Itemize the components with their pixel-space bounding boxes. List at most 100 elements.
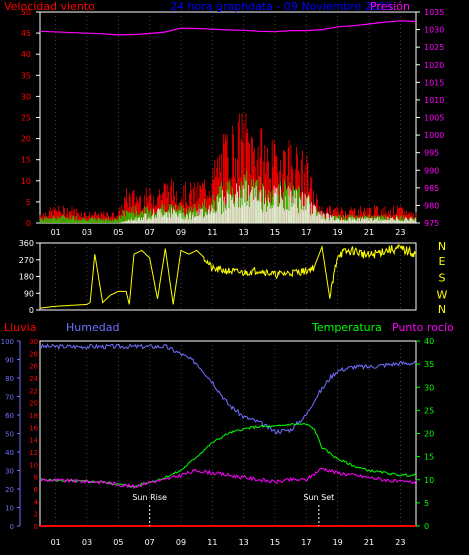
compass-label: N (438, 303, 446, 316)
hour-label: 01 (51, 538, 61, 547)
dewpoint-series (39, 467, 417, 489)
temperature-tick-label: 25 (424, 406, 434, 415)
direction-tick-label: 90 (24, 289, 34, 298)
temp-humidity-series (39, 343, 417, 527)
pressure-tick-label: 995 (424, 149, 439, 158)
hour-label: 09 (176, 538, 186, 547)
compass-label: S (439, 272, 446, 285)
hour-label: 19 (333, 228, 343, 237)
humidity-tick-label: 100 (1, 338, 14, 346)
wind-tick-label: 35 (21, 71, 31, 80)
sunset-label: Sun Set (303, 493, 334, 502)
compass-label: W (437, 288, 448, 301)
temperature-tick-label: 15 (424, 453, 434, 462)
wind-speed-series (118, 180, 417, 223)
humidity-tick-label: 80 (5, 375, 14, 383)
temperature-title: Temperatura (311, 321, 382, 334)
humidity-series (39, 343, 417, 435)
humidity-tick-label: 20 (5, 486, 14, 494)
wind-tick-label: 50 (21, 8, 31, 17)
hour-label: 23 (395, 538, 405, 547)
hour-label: 13 (239, 228, 249, 237)
humidity-tick-label: 40 (5, 449, 14, 457)
rain-tick-label: 28 (29, 350, 38, 358)
sunrise-label: Sun Rise (132, 493, 167, 502)
wind-tick-label: 5 (26, 198, 31, 207)
rain-tick-label: 18 (29, 412, 38, 420)
hour-label: 09 (176, 228, 186, 237)
hour-label: 15 (270, 228, 280, 237)
wind-tick-label: 30 (21, 92, 31, 101)
hour-label: 05 (113, 538, 123, 547)
pressure-tick-label: 1030 (424, 26, 444, 35)
pressure-tick-label: 975 (424, 219, 439, 228)
hour-label: 11 (207, 228, 217, 237)
temperature-tick-label: 0 (424, 522, 429, 531)
pressure-tick-label: 985 (424, 184, 439, 193)
temperature-series (39, 422, 417, 488)
rain-tick-label: 8 (34, 474, 38, 482)
wind-tick-label: 20 (21, 135, 31, 144)
temperature-tick-label: 20 (424, 430, 434, 439)
temperature-tick-label: 35 (424, 360, 434, 369)
humidity-tick-label: 60 (5, 412, 14, 420)
humidity-tick-label: 70 (5, 394, 14, 402)
wind-tick-label: 0 (26, 219, 31, 228)
hour-label: 23 (395, 228, 405, 237)
rain-tick-label: 24 (29, 375, 38, 383)
direction-tick-label: 180 (19, 273, 34, 282)
hour-label: 21 (364, 538, 374, 547)
bottom-x-axis: 01 03 05 07 09 11 13 15 17 19 21 23 (51, 341, 405, 547)
rain-tick-label: 26 (29, 363, 38, 371)
rain-tick-label: 6 (34, 486, 39, 494)
temp-humidity-panel: Lluvia Humedad Temperatura Punto rocío 0… (1, 321, 454, 547)
hour-label: 21 (364, 228, 374, 237)
top-x-axis: 01 03 05 07 09 11 13 15 17 19 21 23 (51, 12, 405, 237)
temperature-tick-label: 40 (424, 337, 434, 346)
humidity-tick-label: 50 (5, 431, 14, 439)
temperature-axis: 0 5 10 15 20 25 30 35 40 (416, 337, 434, 531)
wind-tick-label: 40 (21, 50, 31, 59)
rain-tick-label: 2 (34, 511, 38, 519)
pressure-tick-label: 980 (424, 201, 439, 210)
pressure-title: Presión (370, 0, 410, 13)
pressure-tick-label: 990 (424, 166, 439, 175)
pressure-tick-label: 1005 (424, 114, 444, 123)
hour-label: 19 (333, 538, 343, 547)
direction-tick-label: 360 (19, 239, 34, 248)
temperature-tick-label: 5 (424, 499, 429, 508)
rain-tick-label: 20 (29, 400, 38, 408)
pressure-tick-label: 1035 (424, 8, 444, 17)
pressure-tick-label: 1000 (424, 131, 444, 140)
direction-degrees-axis: 0 90 180 270 360 (19, 239, 40, 315)
wind-pressure-panel: Velocidad viento 24 hora graphdata - 09 … (4, 0, 444, 237)
wind-tick-label: 45 (21, 29, 31, 38)
sun-markers: Sun Rise Sun Set (132, 493, 334, 526)
hour-label: 07 (145, 228, 155, 237)
chart-title: 24 hora graphdata - 09 Noviembre 2015 (170, 0, 393, 13)
wind-speed-title: Velocidad viento (4, 0, 95, 13)
hour-label: 05 (113, 228, 123, 237)
rain-title: Lluvia (4, 321, 36, 334)
direction-tick-label: 0 (29, 306, 34, 315)
wind-pressure-series (39, 20, 417, 223)
wind-tick-label: 25 (21, 114, 31, 123)
wind-direction-series (39, 243, 416, 309)
rain-tick-label: 30 (29, 338, 38, 346)
temperature-tick-label: 30 (424, 383, 434, 392)
humidity-tick-label: 0 (10, 523, 14, 531)
pressure-series (39, 20, 417, 36)
hour-label: 17 (301, 228, 311, 237)
hour-label: 11 (207, 538, 217, 547)
rain-tick-label: 16 (29, 424, 38, 432)
compass-label: N (438, 240, 446, 253)
rain-tick-label: 12 (29, 449, 38, 457)
humidity-tick-label: 10 (5, 505, 14, 513)
compass-label: E (439, 255, 446, 268)
wind-speed-axis: 0 5 10 15 20 25 30 35 40 45 50 (21, 8, 40, 228)
hour-label: 01 (51, 228, 61, 237)
